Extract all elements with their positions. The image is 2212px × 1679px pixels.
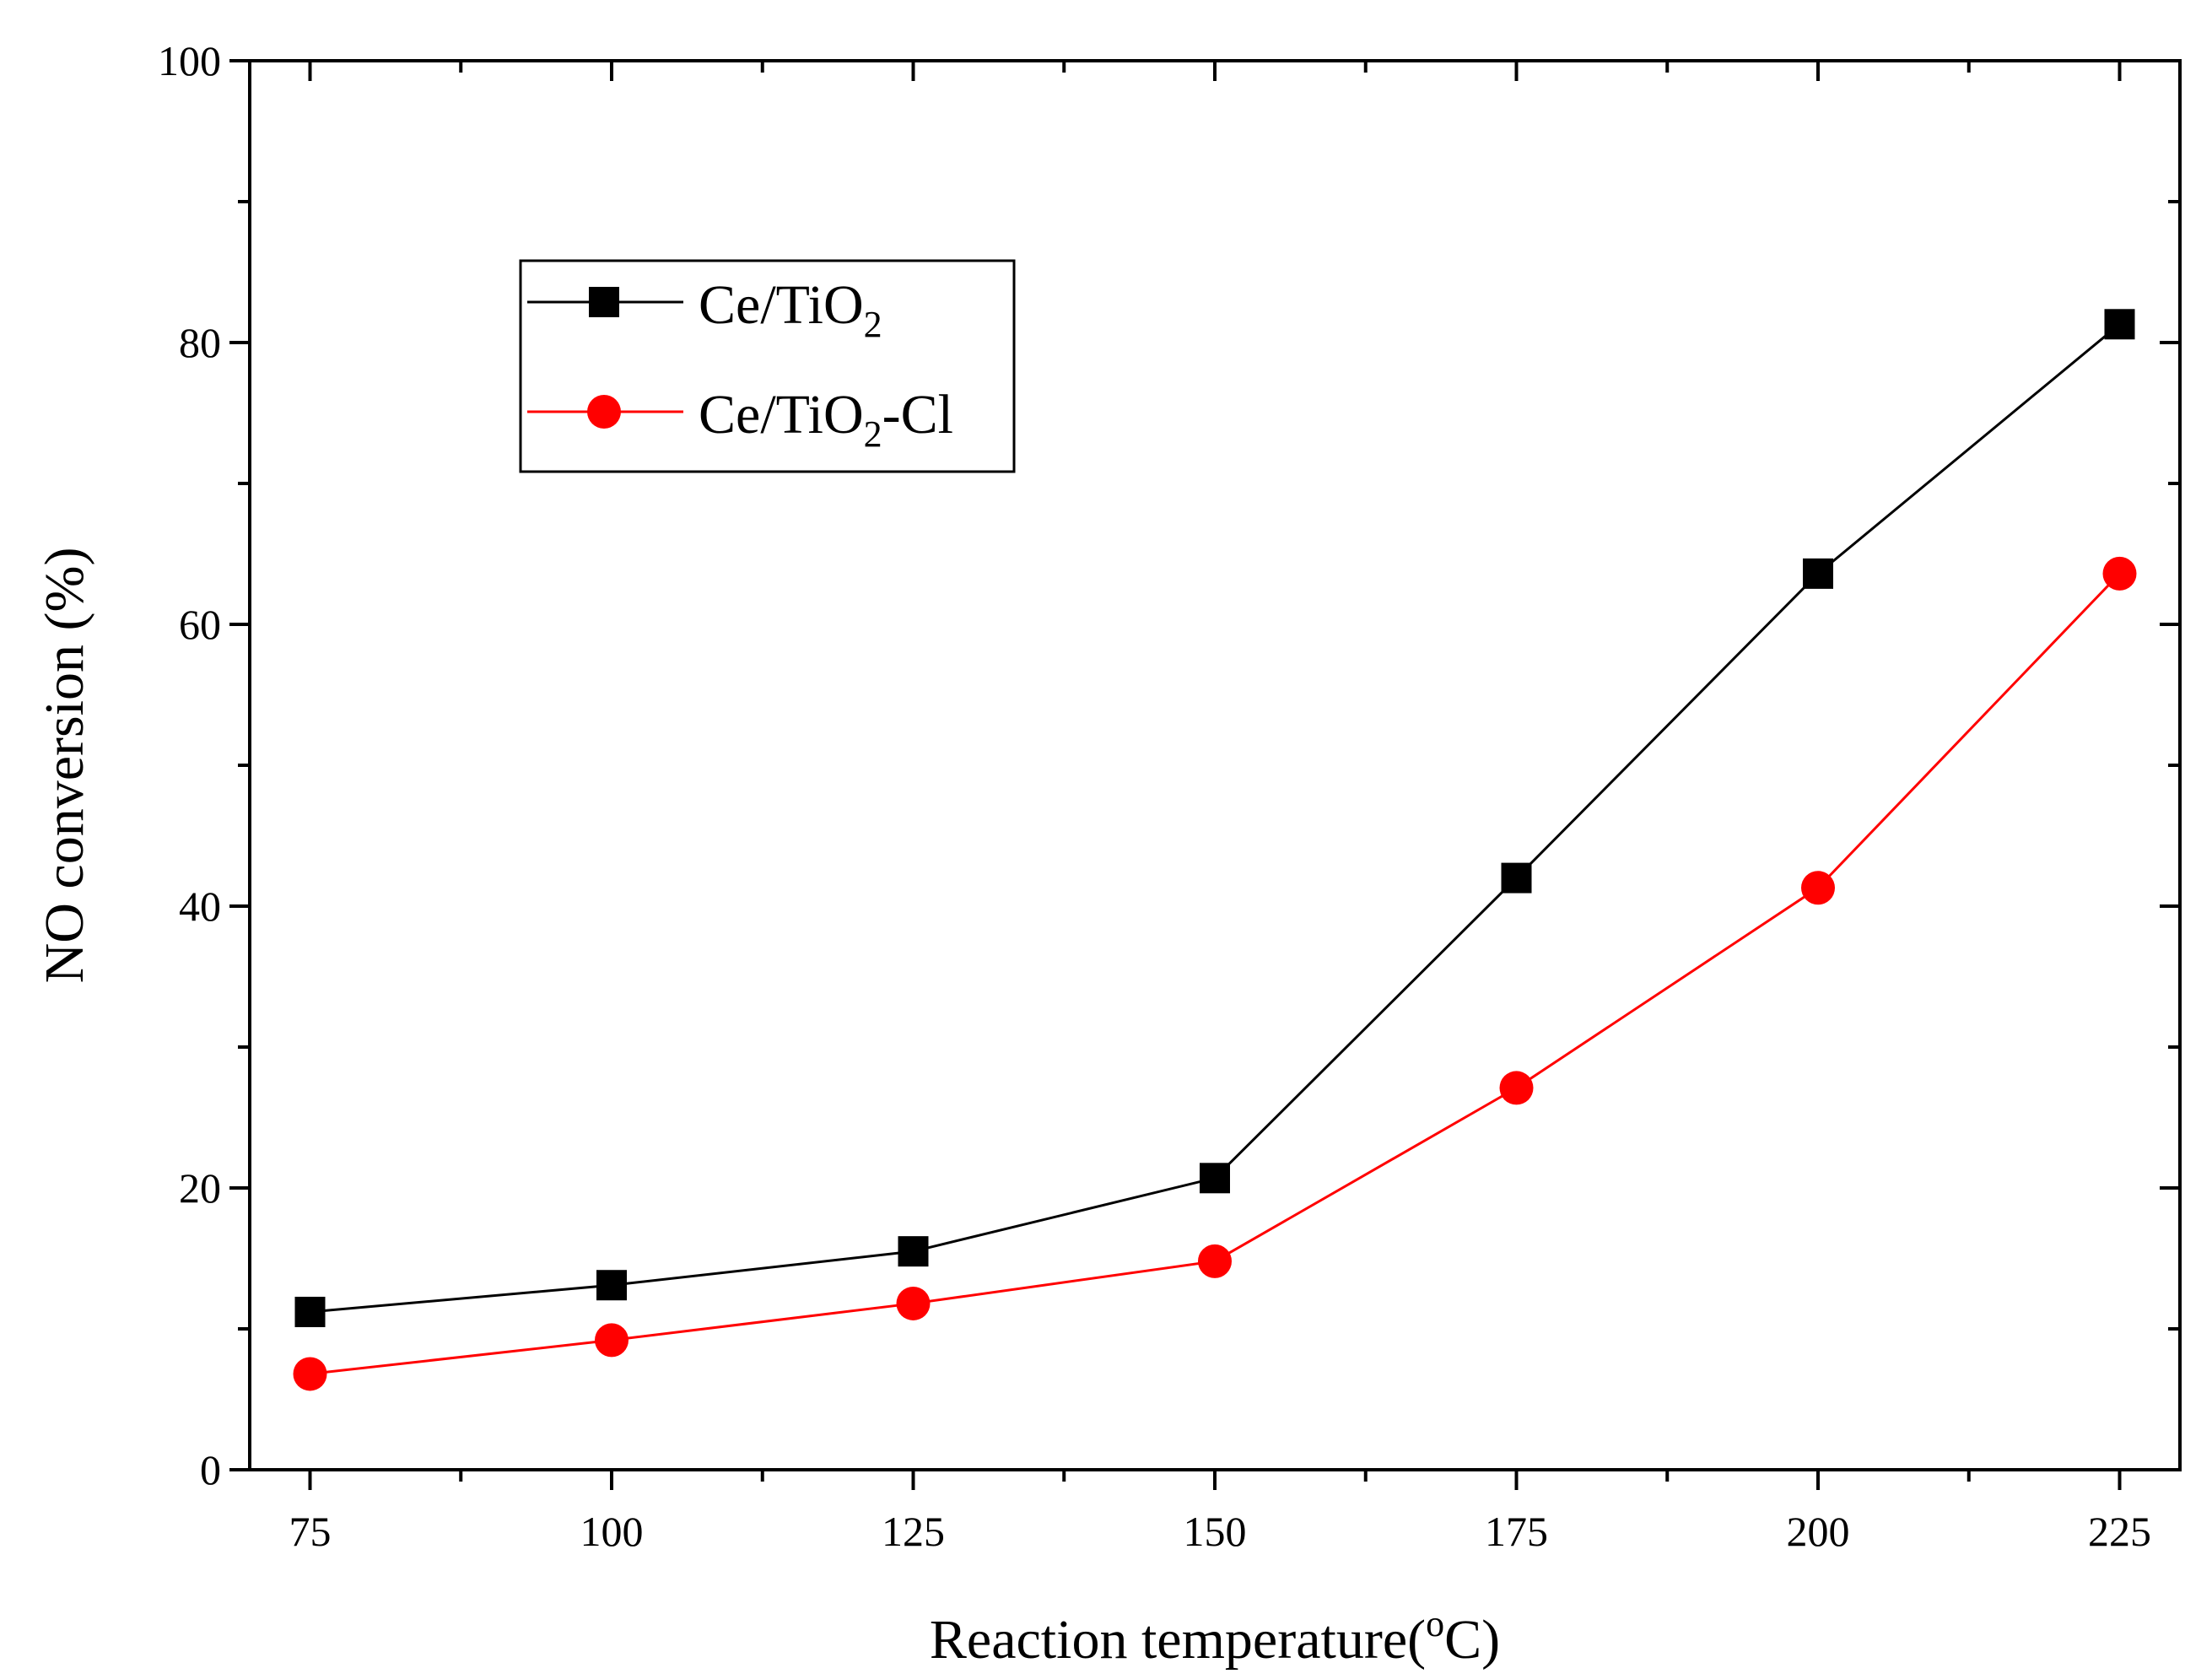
x-tick-label: 150 xyxy=(1184,1508,1247,1555)
x-axis-title-tail: C) xyxy=(1444,1609,1500,1671)
data-point-series-2 xyxy=(2102,556,2137,591)
data-point-series-1 xyxy=(898,1236,929,1267)
data-point-series-1 xyxy=(2104,309,2135,340)
y-tick-label: 100 xyxy=(158,37,221,84)
data-point-series-2 xyxy=(1499,1071,1534,1105)
series-layer xyxy=(293,309,2137,1391)
data-point-series-2 xyxy=(1198,1244,1232,1278)
y-axis: 0 20 40 60 80 100 xyxy=(158,37,2180,1493)
data-point-series-2 xyxy=(896,1286,931,1320)
legend-label-series-1-sub: 2 xyxy=(864,304,882,345)
legend-marker-series-2 xyxy=(587,395,621,429)
data-point-series-2 xyxy=(293,1357,327,1391)
data-point-series-1 xyxy=(596,1270,627,1301)
y-tick-label: 80 xyxy=(179,319,221,366)
data-point-series-1 xyxy=(294,1296,326,1327)
data-point-series-2 xyxy=(595,1323,629,1358)
y-tick-label: 40 xyxy=(179,883,221,930)
legend-label-series-1-main: Ce/TiO xyxy=(699,274,864,336)
data-point-series-2 xyxy=(1801,871,1835,905)
data-point-series-1 xyxy=(1803,558,1833,589)
y-axis-title: NO conversion (%) xyxy=(34,548,95,984)
legend: Ce/TiO2 Ce/TiO2-Cl xyxy=(519,259,1016,473)
legend-label-series-2-sub: 2 xyxy=(864,413,882,455)
x-tick-label: 125 xyxy=(882,1508,945,1555)
x-tick-label: 200 xyxy=(1787,1508,1850,1555)
x-axis-title-main: Reaction temperature( xyxy=(930,1609,1426,1671)
x-axis: 75 100 125 150 175 200 225 xyxy=(289,61,2151,1555)
y-tick-label: 60 xyxy=(179,601,221,648)
x-axis-title: Reaction temperature(oC) xyxy=(930,1603,1500,1671)
data-point-series-1 xyxy=(1501,862,1532,893)
x-tick-label: 100 xyxy=(580,1508,644,1555)
legend-label-series-2-tail: -Cl xyxy=(882,384,953,445)
legend-label-series-2-main: Ce/TiO xyxy=(699,384,864,445)
legend-marker-series-1 xyxy=(589,287,619,317)
x-tick-label: 225 xyxy=(2088,1508,2151,1555)
x-tick-label: 175 xyxy=(1485,1508,1548,1555)
x-axis-title-sup: o xyxy=(1426,1603,1444,1644)
legend-label-series-1: Ce/TiO2 xyxy=(699,274,882,345)
x-tick-label: 75 xyxy=(289,1508,332,1555)
y-tick-label: 0 xyxy=(200,1446,221,1493)
legend-label-series-2: Ce/TiO2-Cl xyxy=(699,384,953,455)
data-point-series-1 xyxy=(1200,1163,1230,1194)
y-tick-label: 20 xyxy=(179,1164,221,1212)
